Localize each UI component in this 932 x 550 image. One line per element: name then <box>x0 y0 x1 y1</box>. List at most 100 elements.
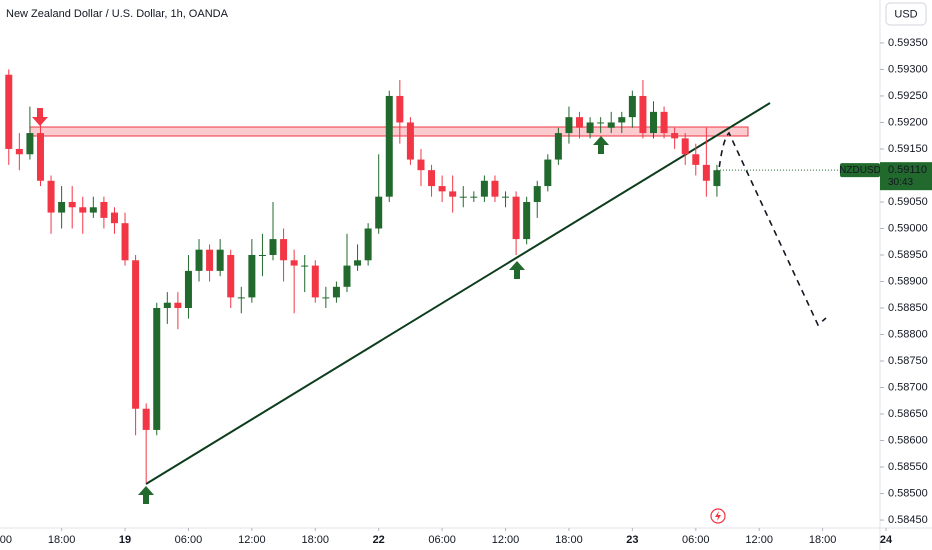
up-arrow <box>593 136 609 154</box>
candle-body <box>322 297 330 299</box>
candle-body <box>406 122 414 160</box>
candle-body <box>142 408 150 430</box>
alert-icon[interactable] <box>710 508 726 524</box>
candle-body <box>375 196 383 229</box>
candle-body <box>449 191 457 197</box>
candle-body <box>89 207 97 213</box>
candle-body <box>216 249 224 271</box>
candle-body <box>26 133 34 155</box>
y-tick-label: 0.59150 <box>888 143 928 155</box>
candle-body <box>47 180 55 213</box>
x-tick-label: 19 <box>119 534 131 546</box>
currency-button[interactable] <box>885 2 927 26</box>
candle-body <box>428 170 436 187</box>
candle-body <box>332 286 340 298</box>
candle-body <box>417 159 425 171</box>
symbol-tag <box>840 163 880 178</box>
x-tick-label: 22 <box>373 534 385 546</box>
candle-body <box>280 239 288 261</box>
projection-path <box>717 131 827 327</box>
candle-body <box>649 111 657 134</box>
candle-body <box>301 265 309 267</box>
candle-body <box>660 111 668 134</box>
candle-body <box>544 159 552 187</box>
x-tick-label: 18:00 <box>555 534 583 546</box>
x-tick-label: 06:00 <box>428 534 456 546</box>
candle-body <box>311 265 319 298</box>
candle-body <box>237 297 245 299</box>
candle-body <box>354 260 362 266</box>
candle-body <box>79 207 87 213</box>
candle-body <box>607 122 615 128</box>
candle-body <box>227 254 235 298</box>
down-arrow <box>32 108 48 126</box>
x-tick-label: 18:00 <box>48 534 76 546</box>
candle-body <box>523 201 531 240</box>
candle-body <box>364 228 372 261</box>
candle-body <box>15 148 23 155</box>
x-tick-label: 18:00 <box>302 534 330 546</box>
candle-body <box>132 260 140 409</box>
x-tick-label: 06:00 <box>682 534 710 546</box>
candle-body <box>258 254 266 256</box>
y-tick-label: 0.58800 <box>888 328 928 340</box>
currency-button-label[interactable]: USD <box>894 8 917 20</box>
candle-body <box>512 196 520 240</box>
symbol-tag-label: NZDUSD <box>839 165 881 176</box>
candle-body <box>396 95 404 123</box>
y-tick-label: 0.58900 <box>888 275 928 287</box>
candle-body <box>628 95 636 118</box>
y-tick-label: 0.59050 <box>888 196 928 208</box>
x-tick-label: 12:00 <box>492 534 520 546</box>
candle-body <box>110 212 118 224</box>
candle-body <box>502 196 510 198</box>
candle-body <box>597 122 605 124</box>
candle-body <box>459 196 467 198</box>
candle-body <box>702 164 710 181</box>
candle-body <box>68 201 76 208</box>
y-tick-label: 0.59300 <box>888 63 928 75</box>
y-tick-label: 0.58550 <box>888 461 928 473</box>
candle-body <box>491 180 499 197</box>
y-tick-label: 0.58500 <box>888 487 928 499</box>
x-tick-label: 12:00 <box>745 534 773 546</box>
y-tick-label: 0.58600 <box>888 434 928 446</box>
last-price-tag <box>880 162 932 191</box>
up-arrow <box>138 486 154 504</box>
candle-body <box>470 196 478 198</box>
candle-body <box>713 170 721 187</box>
y-tick-label: 0.58850 <box>888 302 928 314</box>
candle-body <box>586 122 594 134</box>
candle-body <box>206 249 214 271</box>
candle-body <box>290 260 298 266</box>
candle-body <box>681 138 689 155</box>
candle-body <box>248 254 256 298</box>
countdown-label: 30:43 <box>888 177 913 188</box>
y-tick-label: 0.59200 <box>888 116 928 128</box>
trend-line <box>145 102 771 485</box>
candle-body <box>269 239 277 255</box>
candle-body <box>565 117 573 134</box>
last-price-label: 0.59110 <box>888 164 927 176</box>
candle-body <box>174 302 182 308</box>
candle-body <box>121 223 129 261</box>
y-tick-label: 0.59250 <box>888 90 928 102</box>
candle-body <box>163 302 171 308</box>
x-tick-label: 18:00 <box>809 534 837 546</box>
candle-body <box>576 117 584 128</box>
candle-body <box>58 201 66 213</box>
y-tick-label: 0.58700 <box>888 381 928 393</box>
candle-body <box>195 249 203 271</box>
candle-body <box>554 133 562 160</box>
candle-body <box>385 95 393 197</box>
y-tick-label: 0.58750 <box>888 355 928 367</box>
candle-body <box>153 308 161 430</box>
candle-body <box>480 180 488 197</box>
candle-body <box>639 95 647 134</box>
y-tick-label: 0.58950 <box>888 249 928 261</box>
candle-body <box>36 133 44 181</box>
